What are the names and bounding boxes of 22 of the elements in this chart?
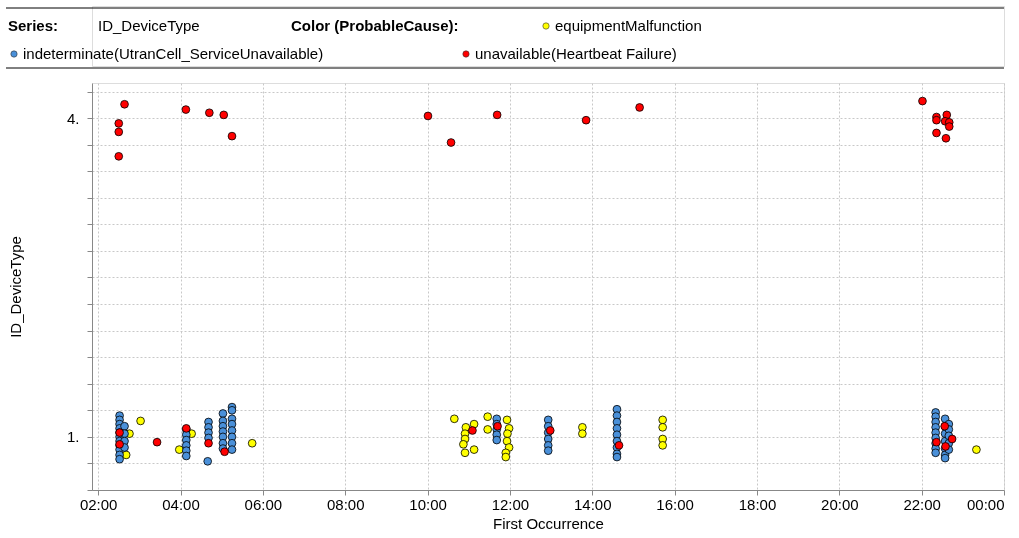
x-tick-label: 12:00 (491, 495, 530, 513)
x-tick-label: 22:00 (903, 495, 941, 513)
x-tick-label: 02:00 (79, 495, 118, 513)
legend-title: Color (ProbableCause): (291, 17, 459, 34)
legend-label: equipmentMalfunction (555, 17, 702, 34)
x-axis-title: First Occurrence (493, 514, 604, 532)
legend-label: indeterminate(UtranCell_ServiceUnavailable) (23, 45, 324, 62)
y-tick-label: 4. (66, 109, 80, 127)
x-tick-label: 04:00 (162, 495, 200, 513)
x-tick-label: 08:00 (326, 495, 365, 513)
x-tick-label: 16:00 (656, 495, 694, 513)
y-tick-label: 1. (66, 428, 80, 446)
legend-label: unavailable(Heartbeat Failure) (475, 45, 677, 62)
x-tick-label: 18:00 (738, 495, 777, 513)
x-tick-label: 10:00 (409, 495, 447, 513)
y-axis-title: ID_DeviceType (6, 236, 24, 338)
text: Series: (8, 17, 59, 34)
x-tick-label: 20:00 (821, 495, 859, 513)
x-tick-label: 14:00 (573, 495, 612, 513)
x-tick-label: 00:00 (966, 495, 1005, 513)
text: ID_DeviceType (98, 17, 200, 34)
x-tick-label: 06:00 (244, 495, 283, 513)
